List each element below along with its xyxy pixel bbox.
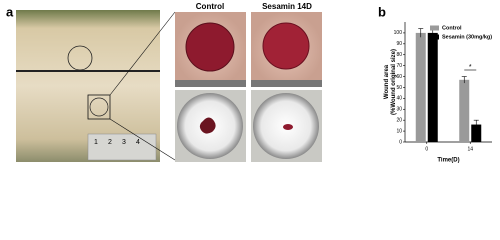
y-tick-label: 60 [396, 74, 402, 80]
y-tick-label: 40 [396, 96, 402, 102]
ruler-label: 4 [136, 139, 140, 146]
figure: a 1 2 3 4 Control Sesamin 14D b 0 10 20 30 40 50… [6, 2, 492, 164]
legend-swatch [430, 34, 439, 40]
photo-ruler [251, 80, 322, 87]
panel-label: b [378, 4, 386, 19]
bar [459, 79, 470, 142]
error-bar [418, 28, 424, 38]
wound-outline [67, 45, 93, 71]
error-bar [473, 119, 479, 129]
wound-outline [89, 97, 109, 117]
legend-swatch [430, 25, 439, 31]
significance-label: * [469, 64, 472, 71]
legend-label: Control [442, 25, 462, 31]
y-axis-label: Wound area(%Wound original size) [384, 49, 397, 115]
wound [199, 117, 216, 134]
bar-chart: 0 10 20 30 40 50 60 70 80 90 100 Wound area(%Wound … [384, 22, 492, 164]
error-bar [461, 76, 467, 84]
y-tick-label: 70 [396, 63, 402, 69]
ruler-label: 3 [122, 139, 126, 146]
y-tick-label: 50 [396, 85, 402, 91]
y-tick-label: 90 [396, 41, 402, 47]
marker-line [16, 70, 160, 72]
y-tick-label: 30 [396, 107, 402, 113]
y-tick-label: 80 [396, 52, 402, 58]
zoom-line [109, 118, 176, 161]
ruler-label: 2 [108, 139, 112, 146]
wound [185, 22, 235, 72]
legend-label: Sesamin (30mg/kg) [442, 34, 492, 40]
x-axis-label: Time(D) [437, 158, 459, 164]
bar [427, 32, 438, 143]
y-tick-label: 10 [396, 128, 402, 134]
wound [262, 22, 310, 70]
y-tick-label: 100 [394, 30, 403, 36]
wound [283, 124, 293, 130]
x-tick-label: 14 [467, 146, 473, 152]
zoom-line [109, 11, 176, 96]
wound-square [87, 94, 111, 120]
x-tick-label: 0 [425, 146, 428, 152]
photo-label: Control [196, 2, 224, 11]
ruler [87, 133, 157, 161]
panel-label: a [6, 4, 14, 19]
y-tick-label: 0 [399, 139, 402, 145]
y-tick-label: 20 [396, 118, 402, 124]
photo-ruler [175, 80, 246, 87]
bar [415, 32, 426, 143]
photo-label: Sesamin 14D [262, 2, 312, 11]
ruler-label: 1 [94, 139, 98, 146]
bar [471, 124, 482, 142]
